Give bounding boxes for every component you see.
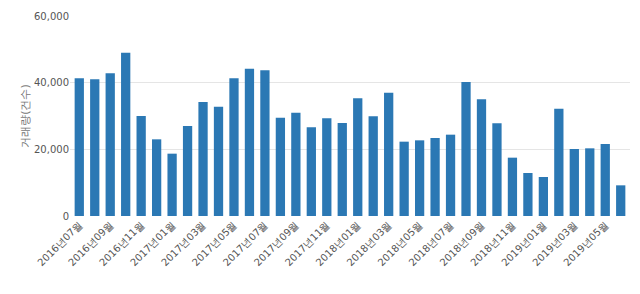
svg-text:2017년03월: 2017년03월 [159, 219, 208, 268]
svg-text:2018년09월: 2018년09월 [438, 219, 487, 268]
svg-text:2016년11월: 2016년11월 [97, 219, 146, 268]
svg-text:2016년09월: 2016년09월 [66, 219, 115, 268]
svg-text:2018년07월: 2018년07월 [407, 219, 456, 268]
svg-text:20,000: 20,000 [34, 144, 69, 155]
svg-text:40,000: 40,000 [34, 77, 69, 88]
svg-text:거래량(건수): 거래량(건수) [19, 84, 32, 148]
svg-text:2019년01월: 2019년01월 [499, 219, 548, 268]
svg-text:2018년01월: 2018년01월 [314, 219, 363, 268]
svg-text:2018년11월: 2018년11월 [468, 219, 517, 268]
svg-text:2019년03월: 2019년03월 [530, 219, 579, 268]
svg-text:2017년11월: 2017년11월 [283, 219, 332, 268]
svg-text:2016년07월: 2016년07월 [35, 219, 84, 268]
svg-text:2018년03월: 2018년03월 [345, 219, 394, 268]
svg-text:60,000: 60,000 [34, 11, 69, 22]
svg-text:2017년07월: 2017년07월 [221, 219, 270, 268]
svg-text:2017년05월: 2017년05월 [190, 219, 239, 268]
svg-text:2017년09월: 2017년09월 [252, 219, 301, 268]
svg-text:2017년01월: 2017년01월 [128, 219, 177, 268]
svg-text:0: 0 [63, 211, 69, 222]
svg-text:2019년05월: 2019년05월 [561, 219, 610, 268]
svg-text:2018년05월: 2018년05월 [376, 219, 425, 268]
